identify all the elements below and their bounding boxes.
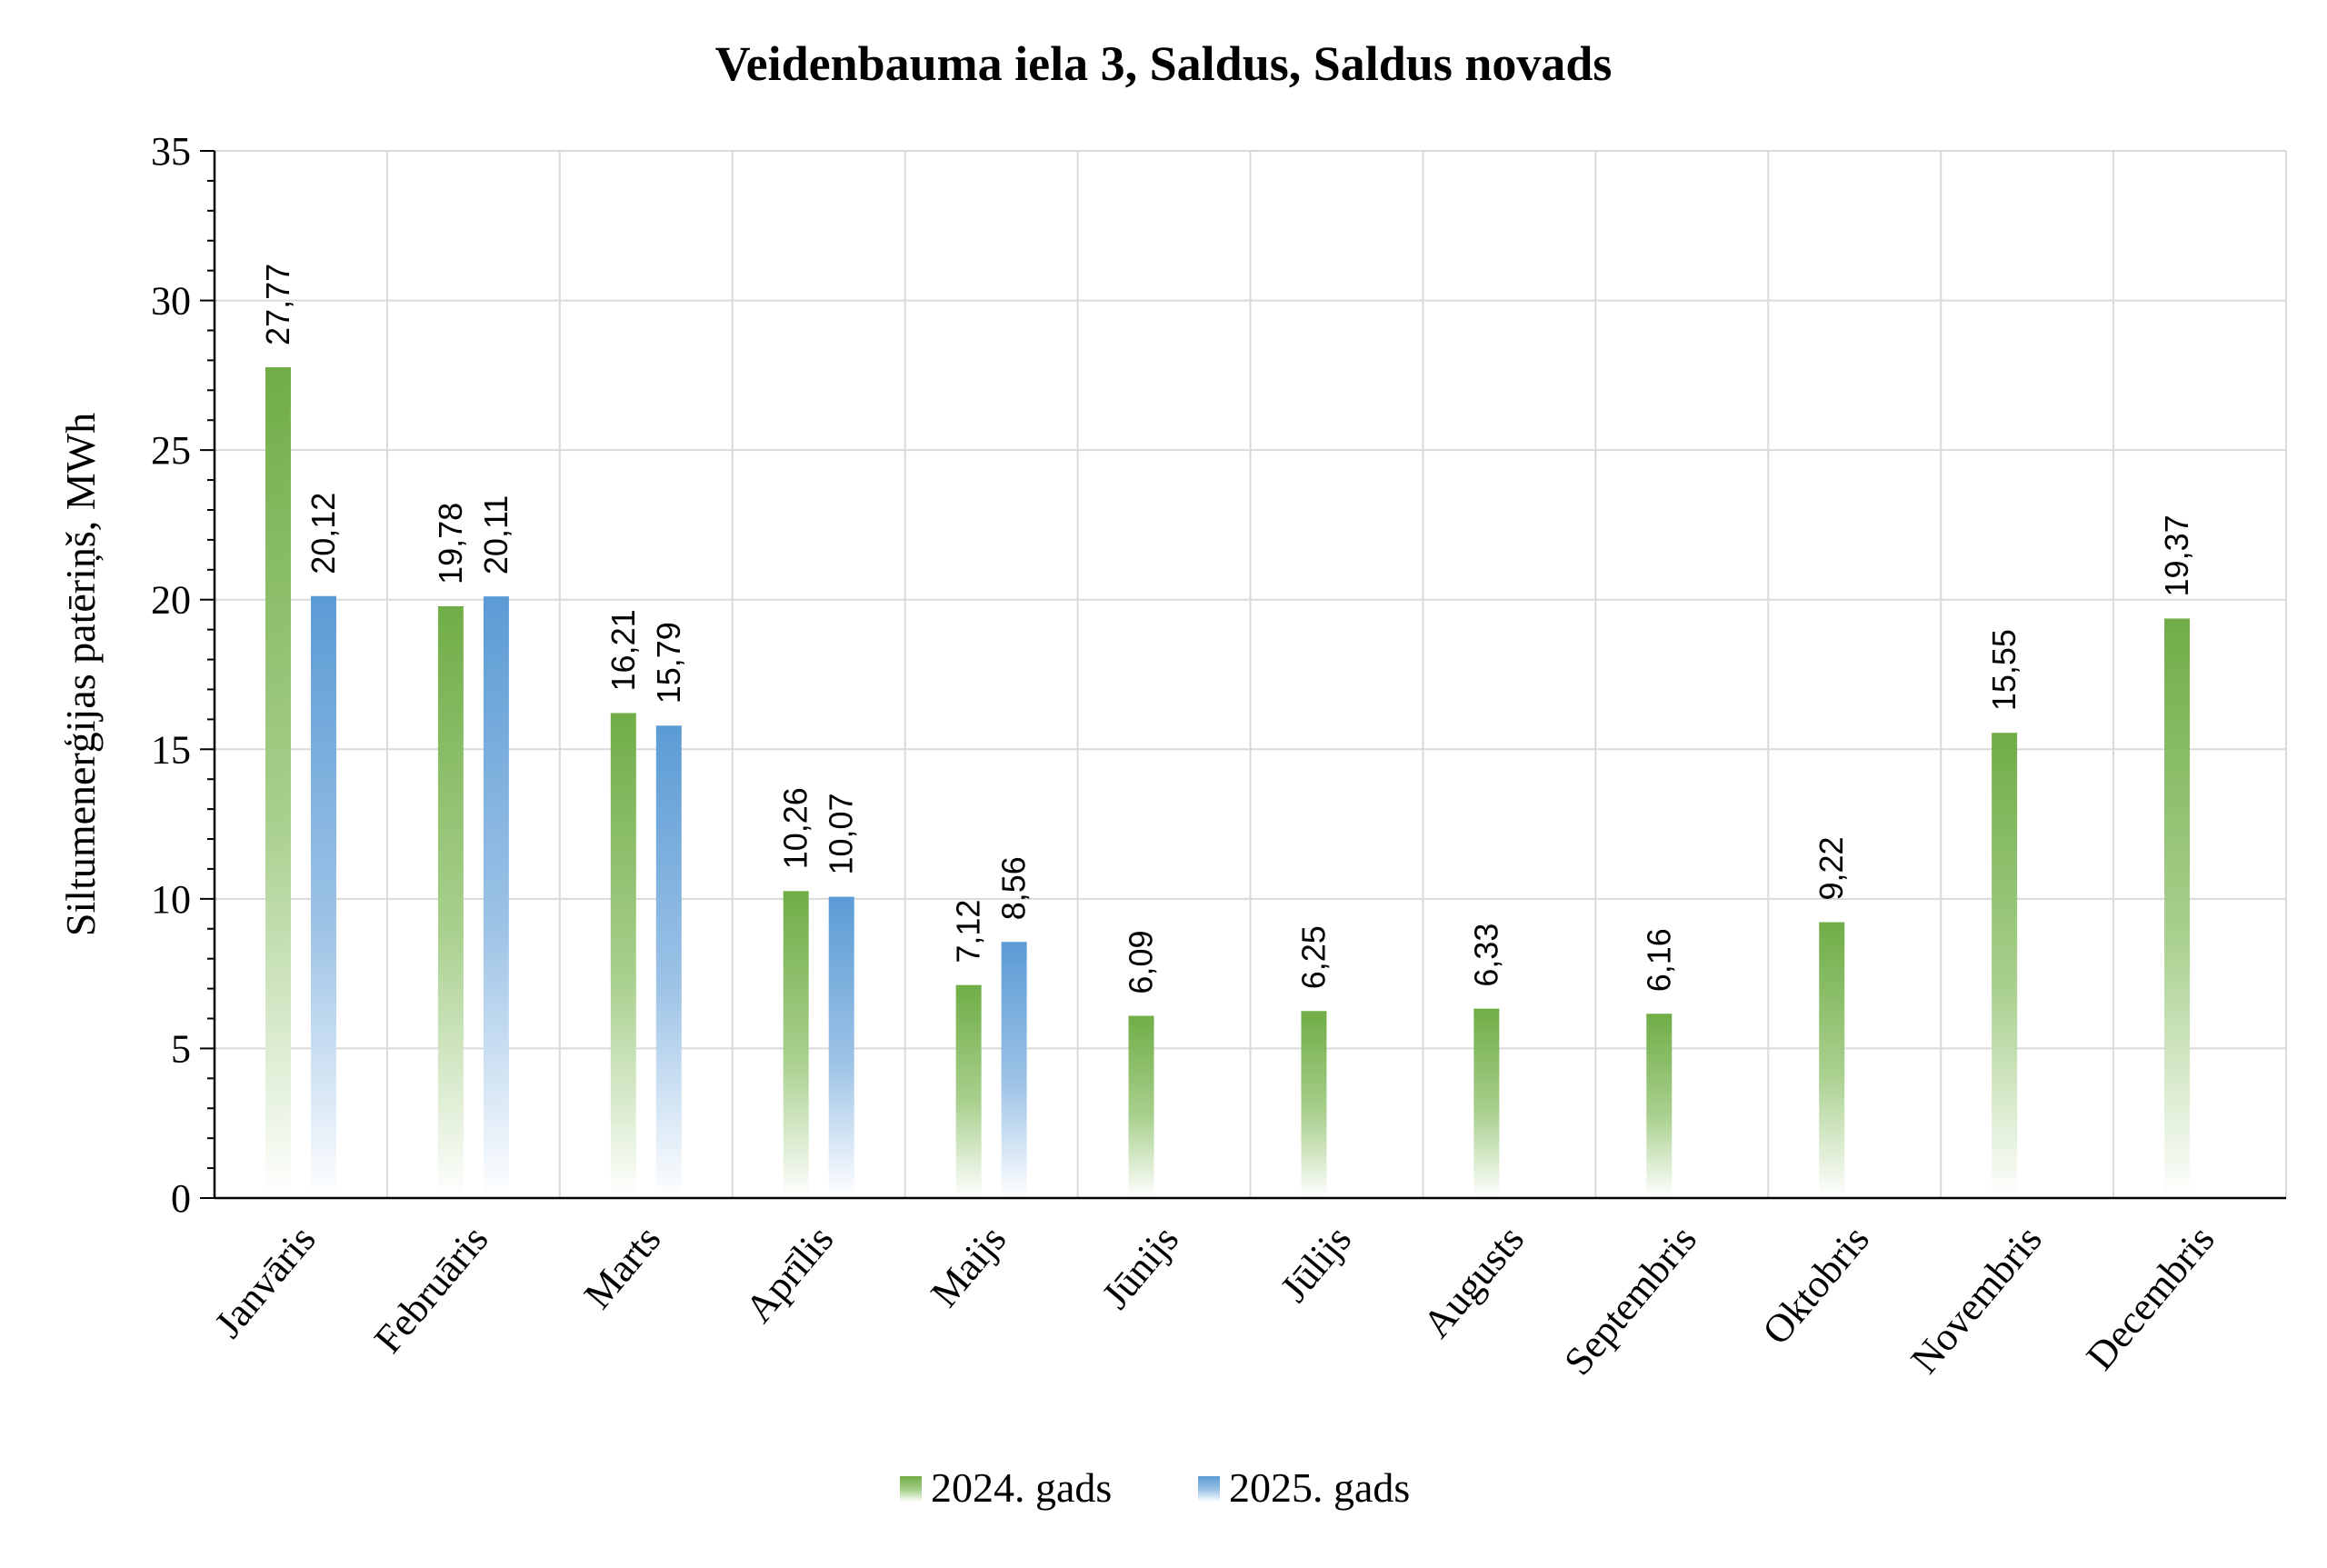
y-tick-label: 5	[171, 1026, 191, 1071]
bar-2024	[955, 984, 982, 1198]
bar-2024	[1301, 1011, 1327, 1198]
bar-2024	[1646, 1014, 1673, 1198]
legend-label: 2025. gads	[1229, 1464, 1410, 1511]
x-tick-label: Aprīlis	[736, 1217, 842, 1331]
bar-2025	[828, 896, 854, 1198]
bar-2024	[265, 366, 291, 1198]
bar-2024	[783, 891, 809, 1198]
data-label: 10,07	[823, 793, 860, 874]
data-label: 6,25	[1294, 925, 1332, 989]
data-label: 9,22	[1813, 836, 1850, 900]
chart-title: Veidenbauma iela 3, Saldus, Saldus novad…	[715, 36, 1613, 91]
bar-2024	[610, 713, 636, 1198]
x-tick-label: Jūnijs	[1094, 1217, 1188, 1317]
bar-2024	[1992, 733, 2018, 1198]
data-labels: 27,77 20,12 19,78 20,11 16,21 15,79 10,26 10,07…	[259, 264, 2195, 994]
y-tick-label: 0	[171, 1176, 191, 1221]
y-tick-label: 35	[151, 129, 191, 174]
data-label: 6,33	[1467, 924, 1504, 987]
legend-swatch-2025	[1198, 1476, 1220, 1502]
x-tick-label: Oktobris	[1753, 1217, 1878, 1353]
bar-2024	[1819, 922, 1845, 1198]
bars	[265, 366, 2191, 1198]
data-label: 15,55	[1985, 629, 2022, 711]
x-tick-label: Septembris	[1555, 1217, 1705, 1383]
legend-label: 2024. gads	[931, 1464, 1112, 1511]
data-label: 19,78	[432, 503, 469, 584]
data-label: 10,26	[777, 787, 814, 869]
data-label: 27,77	[259, 264, 296, 345]
y-tick-label: 25	[151, 428, 191, 473]
data-label: 6,16	[1640, 928, 1677, 992]
data-label: 7,12	[950, 900, 987, 964]
legend-swatch-2024	[900, 1476, 922, 1502]
data-label: 16,21	[604, 609, 642, 691]
data-label: 19,37	[2158, 514, 2195, 596]
data-label: 8,56	[995, 856, 1033, 920]
x-tick-label: Maijs	[922, 1217, 1014, 1315]
bar-2024	[1473, 1008, 1500, 1198]
data-label: 15,79	[650, 622, 687, 704]
bar-2025	[1001, 942, 1027, 1198]
x-tick-label: Jūlijs	[1272, 1217, 1360, 1311]
bar-2025	[655, 725, 682, 1198]
x-tick-label: Novembris	[1903, 1217, 2051, 1382]
x-tick-label: Februāris	[365, 1217, 496, 1362]
x-tick-label: Janvāris	[205, 1217, 324, 1346]
y-axis-label: Siltumenerģijas patēriņš, MWh	[57, 413, 104, 936]
x-tick-label: Marts	[575, 1217, 670, 1317]
bar-2025	[483, 596, 509, 1198]
x-tick-label: Augusts	[1414, 1217, 1533, 1346]
bar-2024	[437, 605, 464, 1198]
bar-2024	[2164, 618, 2191, 1198]
data-label: 6,09	[1123, 930, 1160, 994]
y-tick-label: 20	[151, 578, 191, 623]
x-tick-label: Decembris	[2078, 1217, 2223, 1378]
axes	[200, 150, 2286, 1200]
data-label: 20,11	[477, 495, 514, 574]
bar-2024	[1128, 1015, 1154, 1198]
data-label: 20,12	[305, 493, 342, 574]
bar-2025	[310, 595, 336, 1198]
y-tick-label: 15	[151, 727, 191, 772]
gridlines	[215, 150, 2287, 1198]
y-tick-label: 30	[151, 279, 191, 324]
y-tick-label: 10	[151, 877, 191, 922]
legend: 2024. gads 2025. gads	[900, 1464, 1410, 1511]
